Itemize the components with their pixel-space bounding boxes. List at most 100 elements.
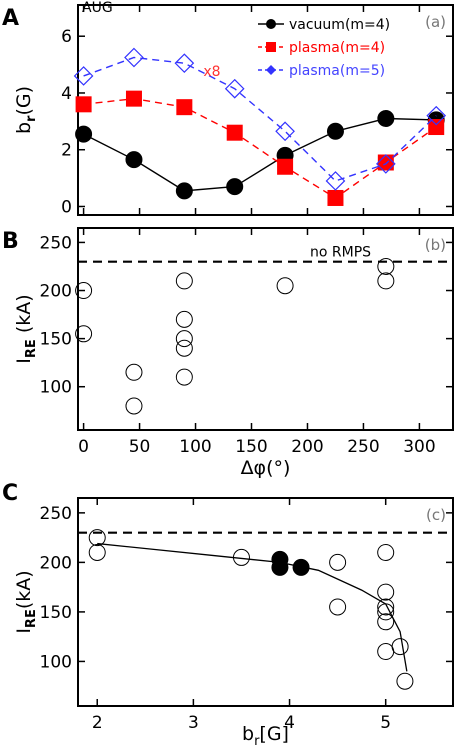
data-point-open bbox=[377, 598, 395, 616]
plot-frame bbox=[77, 227, 454, 431]
data-point bbox=[175, 182, 193, 200]
series-line bbox=[83, 117, 437, 192]
data-point bbox=[224, 78, 245, 99]
data-point-open bbox=[232, 548, 250, 566]
y-tick-label: 0 bbox=[61, 197, 72, 217]
x-tick-label: 2 bbox=[92, 713, 103, 733]
x-tick-label: 200 bbox=[291, 437, 323, 457]
data-point bbox=[426, 105, 447, 126]
y-tick-label: 2 bbox=[61, 141, 72, 161]
series-1 bbox=[75, 110, 445, 200]
y-tick-label: 250 bbox=[40, 233, 72, 253]
data-point-open bbox=[377, 643, 395, 661]
panel-a-axes: 0 2 4 6 A (a) br(G) AUG vacuum(m=4) plasma(m=4) pl… bbox=[2, 0, 454, 217]
y-axis-label-main: I bbox=[13, 358, 35, 364]
data-point bbox=[375, 154, 396, 174]
y-axis-label-tail: (kA) bbox=[13, 294, 35, 339]
x-tick-label: 4 bbox=[284, 713, 295, 733]
data-point bbox=[276, 277, 294, 295]
data-point bbox=[226, 178, 244, 196]
series-2 bbox=[75, 90, 445, 206]
panel-letter: A bbox=[2, 6, 19, 31]
data-point-open bbox=[377, 613, 395, 631]
reference-line-label: no RMPS bbox=[310, 245, 371, 261]
data-point bbox=[377, 110, 395, 128]
series-3 bbox=[73, 47, 447, 191]
legend-label: vacuum(m=4) bbox=[289, 17, 390, 33]
y-tick-label: 200 bbox=[40, 282, 72, 302]
trend-line bbox=[97, 542, 408, 672]
legend: vacuum(m=4) plasma(m=4) plasma(m=5) bbox=[258, 17, 390, 79]
y-tick-label: 100 bbox=[40, 652, 72, 672]
y-tick-label: 6 bbox=[61, 27, 72, 47]
data-point bbox=[325, 171, 346, 191]
x-tick-label: 50 bbox=[129, 437, 151, 457]
data-point-filled bbox=[271, 558, 289, 576]
legend-marker bbox=[266, 19, 276, 29]
data-point-open bbox=[377, 543, 395, 561]
data-point bbox=[175, 272, 193, 290]
x-axis-label: br[G] bbox=[242, 723, 289, 745]
x-axis-label-tail: [G] bbox=[259, 723, 289, 745]
data-point bbox=[176, 99, 193, 116]
plot-frame bbox=[77, 4, 454, 216]
x-tick-label: 300 bbox=[403, 437, 435, 457]
y-tick-label: 200 bbox=[40, 553, 72, 573]
y-axis-label: br(G) bbox=[13, 86, 39, 134]
legend-label: plasma(m=5) bbox=[289, 63, 385, 79]
y-tick-label: 150 bbox=[40, 603, 72, 623]
x-axis-label-sub: r bbox=[254, 734, 260, 745]
x-tick-label: 100 bbox=[179, 437, 211, 457]
data-point bbox=[75, 96, 92, 113]
data-point bbox=[125, 90, 142, 107]
data-point bbox=[377, 257, 395, 275]
panel-tag: (b) bbox=[425, 236, 446, 254]
data-point-open bbox=[88, 529, 106, 547]
y-axis-label-tail: (G) bbox=[13, 86, 35, 116]
x-tick-label: 150 bbox=[235, 437, 267, 457]
panel-letter: B bbox=[2, 229, 19, 254]
x-axis-label: Δφ(°) bbox=[241, 457, 291, 479]
annotation-x8: x8 bbox=[203, 64, 220, 80]
data-point-open bbox=[88, 543, 106, 561]
data-point bbox=[75, 125, 93, 143]
panel-letter: C bbox=[2, 481, 18, 506]
data-point-open bbox=[377, 583, 395, 601]
panel-label-aug: AUG bbox=[82, 0, 113, 16]
series-line bbox=[83, 97, 437, 199]
x-tick-label: 250 bbox=[347, 437, 379, 457]
legend-label: plasma(m=4) bbox=[289, 40, 385, 56]
y-tick-label: 4 bbox=[61, 84, 72, 104]
data-point bbox=[125, 363, 143, 381]
y-axis-label-sub: RE bbox=[24, 339, 39, 358]
y-tick-label: 100 bbox=[40, 378, 72, 398]
data-point bbox=[428, 119, 445, 136]
data-point-open bbox=[329, 553, 347, 571]
data-point bbox=[125, 151, 143, 169]
y-axis-label: IRE (kA) bbox=[13, 294, 39, 363]
panel-b-axes: 0 50 100 150 200 250 300 100 150 200 250 B (b) IRE (k… bbox=[2, 227, 454, 479]
y-tick-label: 150 bbox=[40, 330, 72, 350]
data-point bbox=[377, 272, 395, 290]
x-tick-label: 5 bbox=[380, 713, 391, 733]
data-point bbox=[125, 397, 143, 415]
data-point bbox=[277, 158, 294, 175]
data-point-filled bbox=[292, 558, 310, 576]
panel-tag: (c) bbox=[426, 506, 446, 524]
y-axis-label-tail: (kA) bbox=[13, 570, 35, 609]
y-axis-label-sub: r bbox=[24, 115, 39, 122]
data-point bbox=[175, 368, 193, 386]
data-point bbox=[275, 121, 295, 142]
x-axis-label-main: b bbox=[242, 723, 254, 745]
y-axis-label-main: I bbox=[13, 628, 35, 634]
data-point-open bbox=[391, 638, 409, 656]
data-point bbox=[75, 282, 93, 300]
y-tick-label: 250 bbox=[40, 504, 72, 524]
y-axis-label-main: b bbox=[13, 122, 35, 134]
data-point bbox=[75, 325, 93, 343]
data-point bbox=[73, 66, 94, 86]
data-point bbox=[327, 189, 344, 206]
y-axis-label: IRE(kA) bbox=[13, 570, 39, 633]
plot-frame bbox=[77, 497, 454, 707]
